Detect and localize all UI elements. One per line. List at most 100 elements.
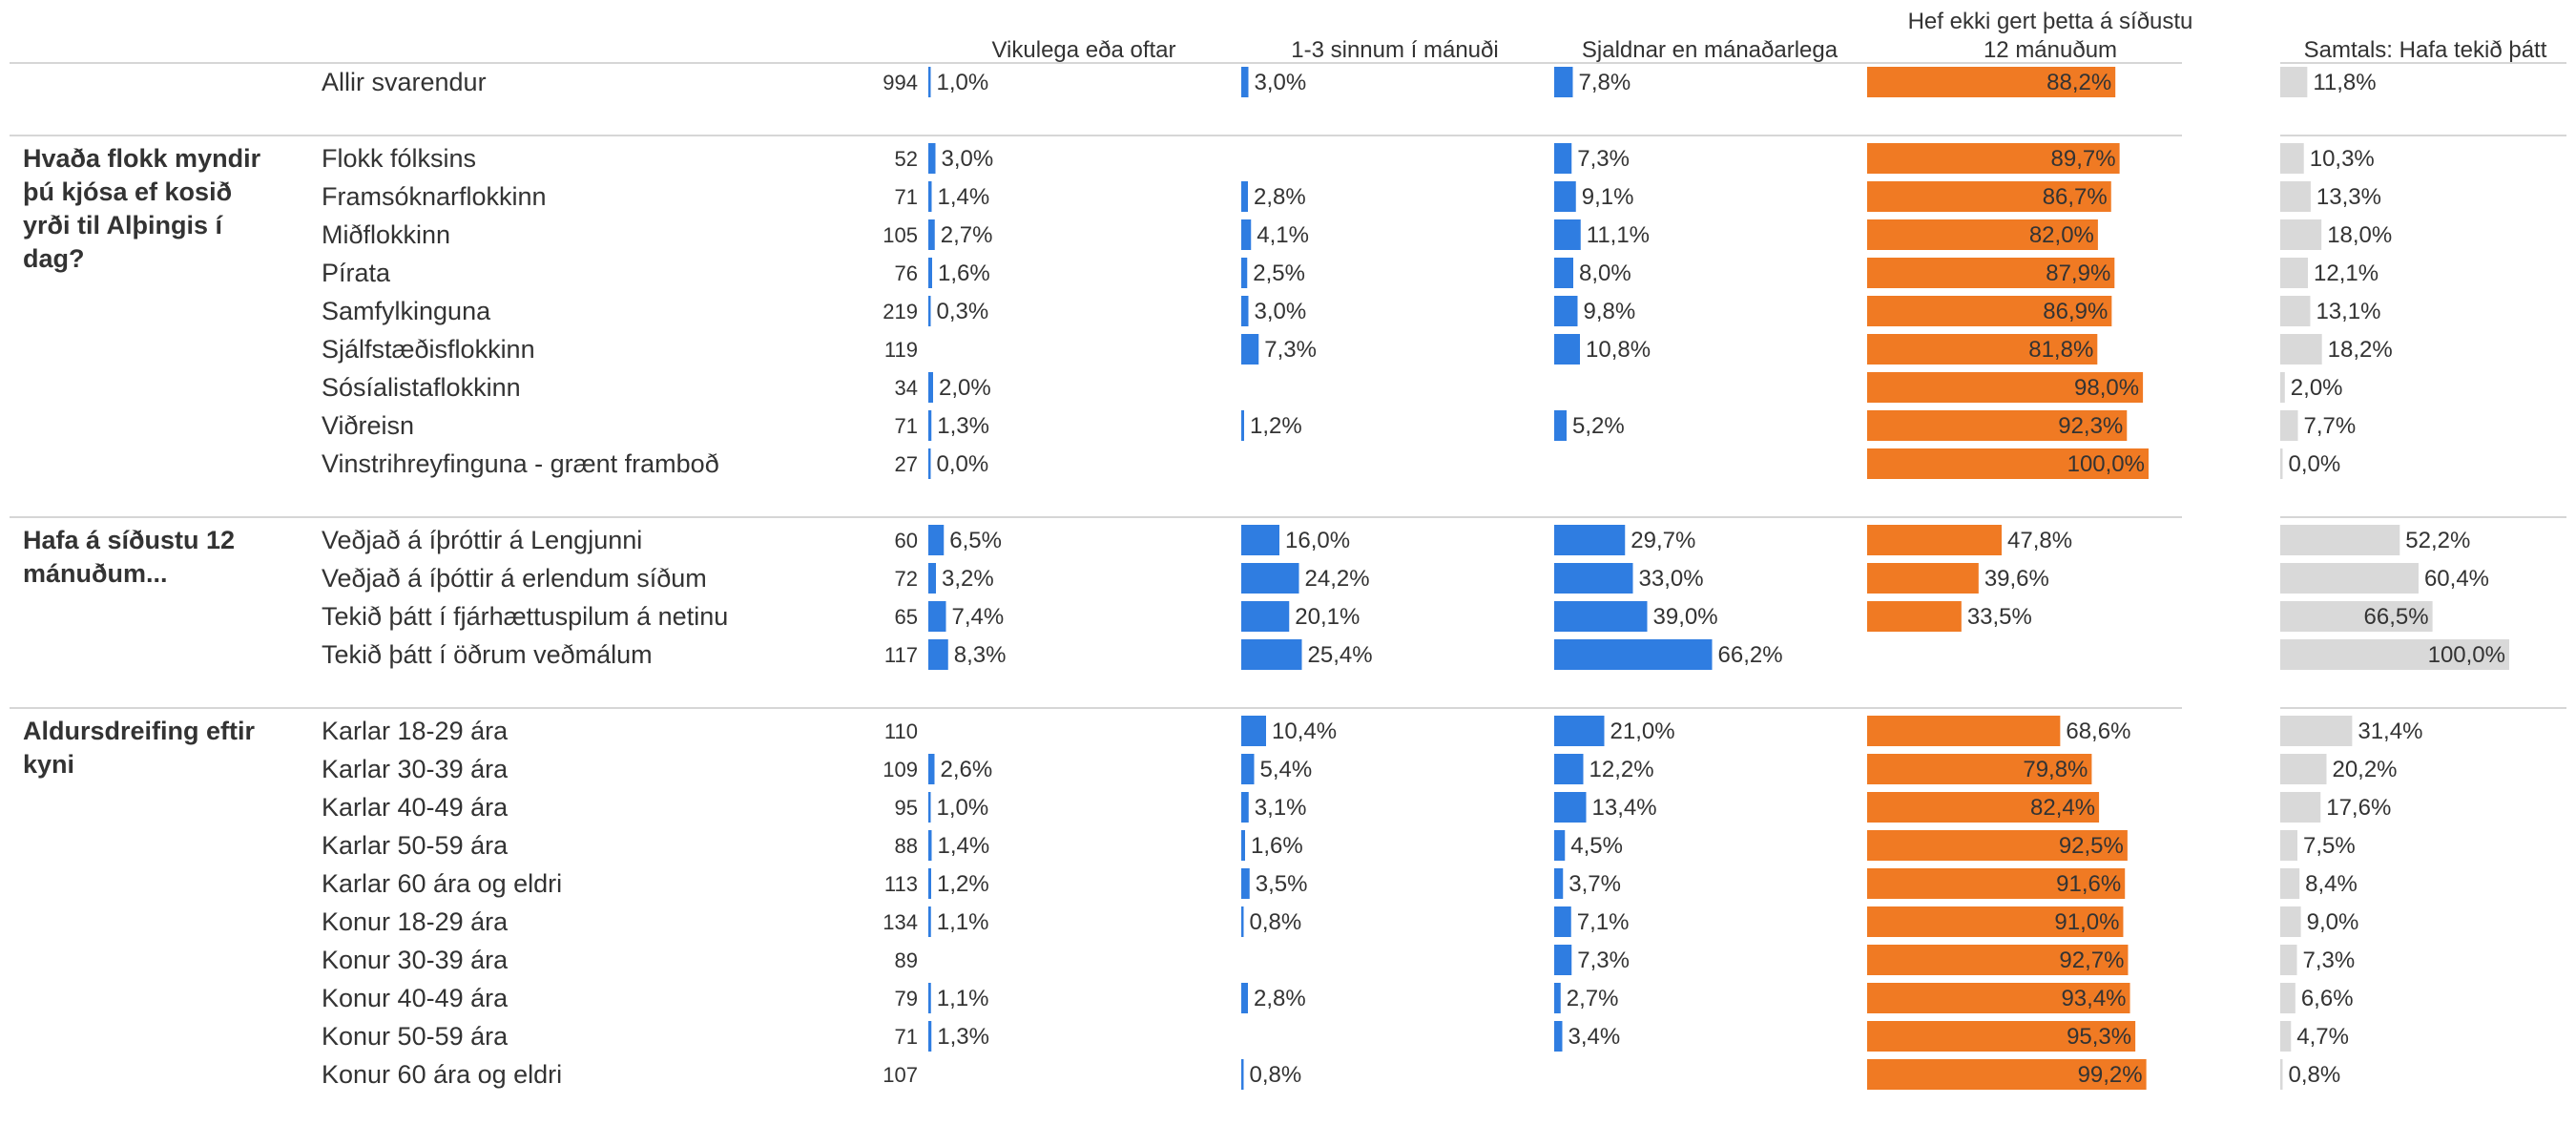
bar <box>1554 945 1572 975</box>
data-label: 3,4% <box>1568 1024 1621 1050</box>
bar <box>1867 868 2126 899</box>
data-label: 1,2% <box>937 871 989 897</box>
data-label: 3,7% <box>1568 871 1621 897</box>
data-label: 6,6% <box>2301 986 2354 1011</box>
row-label: Konur 50-59 ára <box>322 1022 509 1051</box>
data-label: 10,8% <box>1586 337 1651 363</box>
bar <box>1867 716 2061 746</box>
row-label: Viðreisn <box>322 411 414 440</box>
data-label: 31,4% <box>2358 719 2422 744</box>
bar <box>1867 1059 2147 1090</box>
bar <box>1554 143 1572 174</box>
row-count: 95 <box>895 796 918 820</box>
row-count: 119 <box>884 338 918 362</box>
bar <box>1241 983 1248 1013</box>
data-label: 5,4% <box>1260 757 1313 782</box>
data-label: 4,7% <box>2296 1024 2349 1050</box>
data-label: 8,0% <box>1579 260 1631 286</box>
data-label: 3,1% <box>1255 795 1307 821</box>
group-title: dag? <box>23 244 85 273</box>
bar <box>928 563 936 594</box>
bar <box>1554 1021 1563 1052</box>
bar <box>1867 219 2098 250</box>
bar <box>1241 258 1248 288</box>
bar <box>1241 334 1259 365</box>
data-label: 79,8% <box>2023 757 2088 782</box>
row-count: 60 <box>895 529 918 552</box>
row-label: Sósíalistaflokkinn <box>322 373 521 402</box>
data-label: 3,0% <box>942 146 994 172</box>
bar <box>2280 1021 2292 1052</box>
data-label: 86,9% <box>2043 299 2108 324</box>
data-label: 11,1% <box>1587 222 1650 248</box>
bar <box>1241 181 1248 212</box>
bar <box>2280 792 2321 823</box>
row-label: Tekið þátt í fjárhættuspilum á netinu <box>322 602 728 631</box>
bar <box>2280 525 2400 555</box>
data-label: 1,1% <box>937 986 989 1011</box>
bar <box>928 181 932 212</box>
row-label: Vinstrihreyfinguna - grænt framboð <box>322 449 719 478</box>
bar <box>1241 792 1249 823</box>
data-label: 39,6% <box>1984 566 2049 592</box>
data-label: 91,6% <box>2056 871 2121 897</box>
bar <box>1241 410 1244 441</box>
bar <box>1241 601 1290 632</box>
bar <box>1554 563 1633 594</box>
data-label: 8,4% <box>2305 871 2358 897</box>
data-label: 7,3% <box>1264 337 1317 363</box>
data-label: 1,6% <box>1251 833 1303 859</box>
bar <box>1867 296 2112 326</box>
row-count: 994 <box>883 71 918 94</box>
data-label: 3,0% <box>1255 70 1307 95</box>
data-label: 9,0% <box>2307 909 2359 935</box>
row-label: Konur 60 ára og eldri <box>322 1060 562 1089</box>
row-count: 27 <box>895 452 918 476</box>
data-label: 81,8% <box>2028 337 2093 363</box>
bar <box>928 983 931 1013</box>
bar <box>1867 983 2130 1013</box>
row-label: Samfylkinguna <box>322 297 491 325</box>
bar <box>1867 410 2128 441</box>
bar <box>1554 258 1573 288</box>
bar <box>1554 868 1564 899</box>
row-count: 34 <box>895 376 918 400</box>
data-label: 7,7% <box>2303 413 2356 439</box>
data-label: 1,3% <box>937 413 989 439</box>
data-label: 91,0% <box>2054 909 2119 935</box>
bar <box>2280 67 2308 97</box>
bar <box>1554 792 1587 823</box>
bar <box>2280 448 2283 479</box>
data-label: 9,1% <box>1582 184 1634 210</box>
bar <box>1867 372 2144 403</box>
data-label: 2,0% <box>939 375 991 401</box>
row-count: 88 <box>895 834 918 858</box>
bar <box>928 410 932 441</box>
bar <box>1554 906 1571 937</box>
data-label: 7,1% <box>1577 909 1630 935</box>
bar <box>2280 296 2311 326</box>
data-label: 5,2% <box>1572 413 1625 439</box>
data-label: 8,3% <box>954 642 1007 668</box>
bar <box>928 1021 932 1052</box>
data-label: 16,0% <box>1285 528 1350 553</box>
data-label: 100,0% <box>2428 642 2505 668</box>
bar <box>928 792 931 823</box>
data-label: 52,2% <box>2405 528 2470 553</box>
row-count: 71 <box>895 414 918 438</box>
group-title: mánuðum... <box>23 559 168 588</box>
bar <box>2280 639 2509 670</box>
data-label: 87,9% <box>2046 260 2110 286</box>
bar <box>1867 945 2129 975</box>
bar <box>928 143 936 174</box>
bar <box>2280 830 2297 861</box>
bar <box>2280 601 2433 632</box>
data-label: 9,8% <box>1584 299 1636 324</box>
row-label: Pírata <box>322 259 391 287</box>
data-label: 20,1% <box>1295 604 1360 630</box>
row-label: Konur 18-29 ára <box>322 907 509 936</box>
group-title: yrði til Alþingis í <box>23 211 224 240</box>
bar <box>928 601 946 632</box>
row-count: 72 <box>895 567 918 591</box>
data-label: 7,8% <box>1579 70 1631 95</box>
